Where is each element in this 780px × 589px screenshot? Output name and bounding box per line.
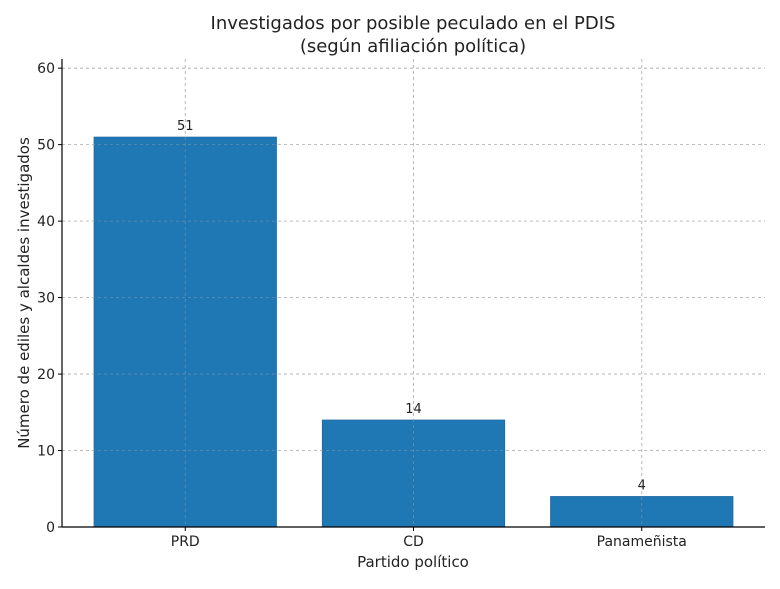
y-tick-label: 20 xyxy=(37,367,55,383)
y-tick-label: 0 xyxy=(46,520,55,536)
grid-overlay xyxy=(62,59,765,528)
chart-title-line: (según afiliación política) xyxy=(300,36,526,57)
bar-cd xyxy=(321,419,506,528)
y-tick-label: 50 xyxy=(37,138,55,154)
x-tick-label: CD xyxy=(403,534,424,550)
y-tick-label: 60 xyxy=(37,61,55,77)
bar-panameñista xyxy=(550,496,734,528)
bar-prd xyxy=(93,136,277,528)
y-tick-label: 40 xyxy=(37,214,55,230)
axes: 0 10 20 30 40 50 60 PRD CD Panameñista xyxy=(37,59,765,550)
y-tick-label: 30 xyxy=(37,291,55,307)
x-tick-label: Panameñista xyxy=(597,534,687,550)
data-label: 4 xyxy=(638,478,646,493)
y-axis-label: Número de ediles y alcaldes investigados xyxy=(15,137,33,449)
chart-title-line: Investigados por posible peculado en el … xyxy=(211,13,616,34)
chart-title: Investigados por posible peculado en el … xyxy=(211,13,616,57)
data-label: 14 xyxy=(405,402,422,417)
x-tick-label: PRD xyxy=(171,534,200,550)
bars: 51 14 4 xyxy=(93,119,734,528)
y-tick-label: 10 xyxy=(37,444,55,460)
data-label: 51 xyxy=(177,119,194,134)
x-axis-label: Partido político xyxy=(357,553,469,571)
